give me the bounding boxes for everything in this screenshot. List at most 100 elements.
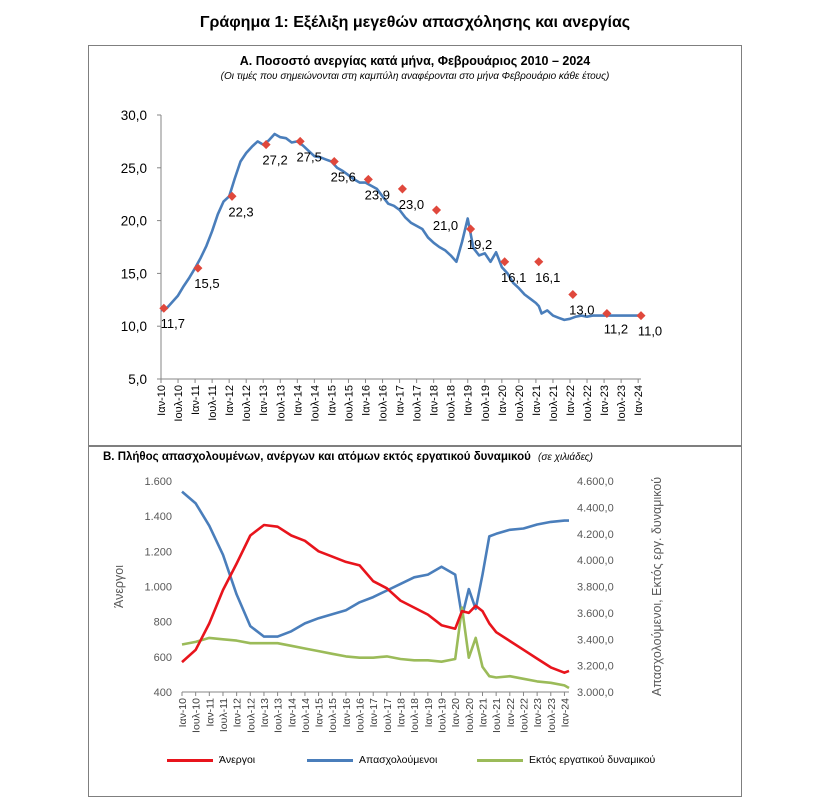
x-tick-label: Ιαν-14 <box>292 385 304 416</box>
x-tick-label: Ιαν-21 <box>531 385 543 416</box>
february-data-label: 16,1 <box>501 270 526 285</box>
x-tick-label: Ιαν-14 <box>286 698 298 728</box>
x-tick-label: Ιουλ-12 <box>245 698 257 733</box>
x-tick-label: Ιαν-10 <box>156 385 168 416</box>
x-tick-label: Ιουλ-11 <box>207 385 219 421</box>
x-tick-label: Ιουλ-12 <box>241 385 253 422</box>
february-data-label: 11,0 <box>638 324 662 339</box>
x-tick-label: Ιουλ-16 <box>378 385 390 422</box>
x-tick-label: Ιουλ-11 <box>218 698 230 732</box>
x-tick-label: Ιαν-16 <box>341 698 353 728</box>
legend-outside-labor-swatch <box>477 758 523 762</box>
y-tick-label: 10,0 <box>121 319 147 334</box>
x-tick-label: Ιαν-12 <box>232 698 244 728</box>
x-tick-label: Ιαν-20 <box>450 698 462 728</box>
y-left-tick-label: 1.400 <box>144 511 172 523</box>
february-data-label: 23,9 <box>365 187 390 202</box>
y-left-tick-label: 1.600 <box>144 476 172 488</box>
chart-b-panel: Β. Πλήθος απασχολουμένων, ανέργων και ατ… <box>88 445 742 797</box>
x-tick-label: Ιαν-24 <box>559 698 571 728</box>
x-tick-label: Ιαν-13 <box>259 698 271 728</box>
x-tick-label: Ιαν-24 <box>633 385 645 416</box>
x-tick-label: Ιουλ-22 <box>518 698 530 733</box>
page-title: Γράφημα 1: Εξέλιξη μεγεθών απασχόλησης κ… <box>199 14 631 31</box>
x-tick-label: Ιουλ-13 <box>273 698 285 733</box>
x-tick-label: Ιαν-11 <box>204 698 216 727</box>
y-left-tick-label: 600 <box>154 652 172 664</box>
february-data-label: 27,5 <box>297 149 322 164</box>
x-tick-label: Ιουλ-14 <box>300 698 312 733</box>
x-tick-label: Ιαν-20 <box>497 385 509 416</box>
february-data-label: 13,0 <box>569 303 594 318</box>
y-right-axis-title: Απασχολούμενοι, Εκτός εργ. δυναμικού <box>650 477 664 696</box>
february-marker <box>636 311 646 321</box>
chart-b-unit: (σε χιλιάδες) <box>538 452 593 463</box>
y-right-tick-label: 4.400,0 <box>577 502 614 514</box>
x-tick-label: Ιαν-23 <box>599 385 611 416</box>
x-tick-label: Ιαν-10 <box>177 698 189 728</box>
x-tick-label: Ιουλ-21 <box>548 385 560 422</box>
february-data-label: 19,2 <box>467 237 492 252</box>
x-tick-label: Ιουλ-17 <box>412 385 424 422</box>
y-right-tick-label: 3.600,0 <box>577 608 614 620</box>
x-tick-label: Ιουλ-13 <box>275 385 287 422</box>
outside-labor-force-line <box>181 606 570 690</box>
y-tick-label: 25,0 <box>121 161 147 176</box>
y-left-tick-label: 800 <box>154 617 172 629</box>
x-tick-label: Ιαν-18 <box>429 385 441 416</box>
legend-employed: Απασχολούμενοι <box>307 754 437 766</box>
legend-employed-label: Απασχολούμενοι <box>359 754 438 766</box>
y-left-axis-title: Άνεργοι <box>112 565 126 608</box>
x-tick-label: Ιουλ-15 <box>327 698 339 733</box>
february-marker <box>534 257 544 267</box>
february-marker <box>500 257 510 267</box>
x-tick-label: Ιαν-15 <box>326 385 338 416</box>
legend-unemployed: Άνεργοι <box>167 754 255 766</box>
february-data-label: 25,6 <box>331 169 356 184</box>
x-tick-label: Ιουλ-14 <box>309 385 321 422</box>
y-right-tick-label: 4.000,0 <box>577 555 614 567</box>
february-data-label: 16,1 <box>535 270 560 285</box>
y-left-tick-label: 400 <box>154 687 172 699</box>
legend-outside-labor-label: Εκτός εργατικού δυναμικού <box>529 754 656 766</box>
y-right-tick-label: 4.600,0 <box>577 476 614 488</box>
february-data-label: 21,0 <box>433 218 458 233</box>
x-tick-label: Ιαν-16 <box>360 385 372 416</box>
february-data-label: 22,3 <box>228 204 253 219</box>
legend-unemployed-swatch <box>167 758 213 762</box>
legend-employed-swatch <box>307 758 353 762</box>
chart-b-plot: 1.600 1.400 1.200 1.000 800 600 400 4.600,0 4.40… <box>112 476 664 733</box>
y-tick-label: 5,0 <box>128 372 147 387</box>
y-right-tick-label: 3.800,0 <box>577 582 614 594</box>
x-tick-label: Ιουλ-18 <box>446 385 458 422</box>
x-tick-label: Ιουλ-15 <box>343 385 355 422</box>
x-tick-label: Ιαν-18 <box>396 698 408 728</box>
february-marker <box>193 263 203 273</box>
february-marker <box>397 184 407 194</box>
x-tick-label: Ιουλ-19 <box>437 698 449 733</box>
chart-a-plot: 30,0 25,0 20,0 15,0 10,0 5,0 Ιαν-10 Ιουλ-10 Ιαν-… <box>121 108 662 422</box>
february-marker <box>227 191 237 201</box>
x-tick-label: Ιαν-22 <box>565 385 577 416</box>
legend-unemployed-label: Άνεργοι <box>219 754 256 766</box>
y-tick-label: 15,0 <box>121 266 147 281</box>
february-data-label: 27,2 <box>262 153 287 168</box>
x-tick-label: Ιουλ-10 <box>173 385 185 422</box>
employed-line <box>181 490 569 638</box>
y-right-tick-label: 3.000,0 <box>577 687 614 699</box>
february-marker <box>261 140 271 150</box>
x-tick-label: Ιαν-23 <box>532 698 544 728</box>
unemployment-rate-line <box>160 132 641 322</box>
february-data-label: 11,2 <box>604 322 628 337</box>
x-tick-label: Ιαν-17 <box>368 698 380 728</box>
x-tick-label: Ιουλ-18 <box>409 698 421 733</box>
february-data-label: 15,5 <box>194 276 219 291</box>
chart-a-panel: Α. Ποσοστό ανεργίας κατά μήνα, Φεβρουάρι… <box>88 45 742 447</box>
x-tick-label: Ιαν-15 <box>314 698 326 728</box>
unemployed-line <box>181 523 570 674</box>
x-tick-label: Ιαν-17 <box>395 385 407 416</box>
y-tick-label: 30,0 <box>121 108 147 123</box>
chart-b-title: Β. Πλήθος απασχολουμένων, ανέργων και ατ… <box>103 451 733 463</box>
y-right-tick-label: 4.200,0 <box>577 529 614 541</box>
x-tick-label: Ιαν-21 <box>477 698 489 728</box>
